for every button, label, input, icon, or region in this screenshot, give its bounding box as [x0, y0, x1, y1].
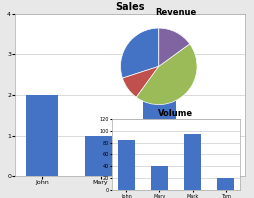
Bar: [26, 95, 58, 176]
Bar: [151, 166, 167, 190]
Wedge shape: [122, 66, 158, 97]
Wedge shape: [120, 28, 158, 78]
Wedge shape: [136, 44, 196, 105]
Bar: [143, 54, 175, 176]
Bar: [216, 178, 233, 190]
Bar: [84, 136, 116, 176]
Bar: [118, 140, 134, 190]
Title: Volume: Volume: [158, 109, 193, 118]
Title: Sales: Sales: [115, 2, 144, 12]
Wedge shape: [158, 28, 189, 66]
Bar: [201, 156, 233, 176]
Title: Revenue: Revenue: [155, 8, 196, 16]
Bar: [183, 134, 200, 190]
